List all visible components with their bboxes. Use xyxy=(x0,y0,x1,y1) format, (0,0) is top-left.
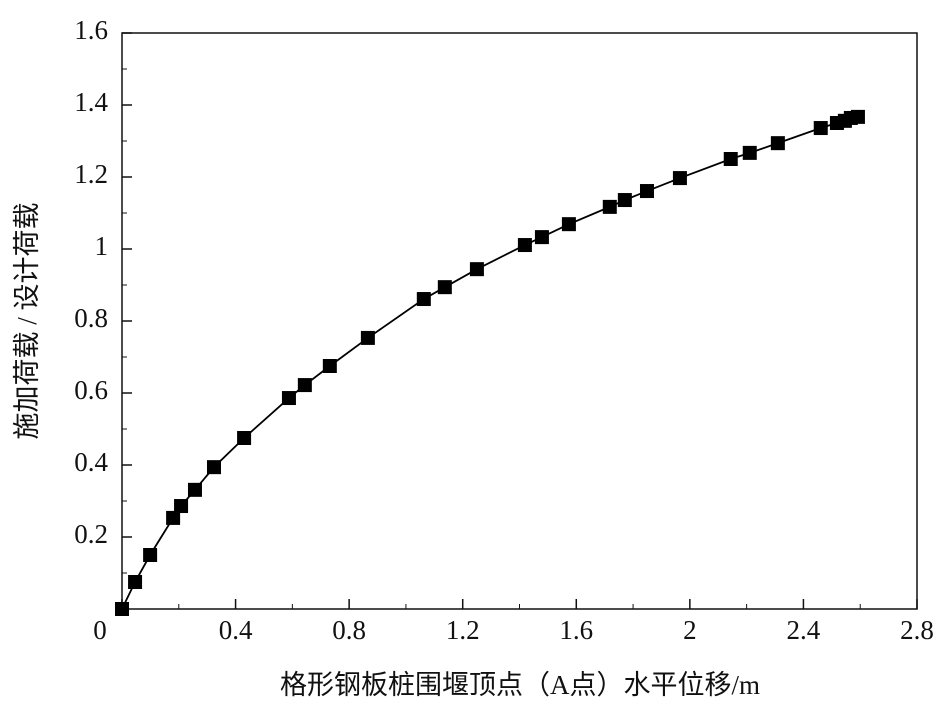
data-point xyxy=(534,230,549,245)
data-point xyxy=(770,136,785,151)
data-point xyxy=(617,193,632,208)
x-tick-label: 0.4 xyxy=(219,615,253,645)
data-point xyxy=(143,548,158,562)
data-line xyxy=(121,115,859,610)
data-point xyxy=(437,280,452,295)
data-point xyxy=(742,145,757,160)
data-point xyxy=(281,391,296,406)
data-point xyxy=(206,460,221,475)
data-point xyxy=(322,359,337,373)
data-point xyxy=(128,575,143,589)
x-tick-label: 1.2 xyxy=(446,615,480,645)
x-tick-label: 2.8 xyxy=(900,615,934,645)
data-point xyxy=(517,238,532,253)
data-point xyxy=(297,378,312,393)
y-tick-label: 0.8 xyxy=(74,303,108,333)
data-point xyxy=(850,109,865,124)
y-tick-label: 1.2 xyxy=(74,159,108,189)
data-point xyxy=(561,217,576,232)
x-axis-label: 格形钢板桩围堰顶点（A点）水平位移/m xyxy=(280,670,760,700)
y-tick-label: 1 xyxy=(95,231,109,261)
data-point xyxy=(639,184,654,199)
x-tick-label: 0.8 xyxy=(332,615,366,645)
data-point xyxy=(237,431,252,445)
data-point xyxy=(723,152,738,166)
data-point xyxy=(602,199,617,214)
y-axis-label: 施加荷载 / 设计荷载 xyxy=(12,202,42,439)
data-point xyxy=(469,262,484,277)
data-point xyxy=(360,330,375,345)
y-tick-label: 0.2 xyxy=(74,519,108,549)
data-point xyxy=(115,602,129,616)
x-tick-label: 2 xyxy=(683,615,697,645)
x-tick-label: 2.4 xyxy=(787,615,821,645)
y-tick-label: 0.4 xyxy=(74,447,108,477)
data-point xyxy=(174,499,189,514)
y-tick-label: 1.6 xyxy=(74,15,108,45)
x-tick-label: 0 xyxy=(93,615,107,645)
y-tick-label: 1.4 xyxy=(74,87,108,117)
data-point xyxy=(187,482,202,497)
data-point xyxy=(166,510,181,525)
y-tick-label: 0.6 xyxy=(74,375,108,405)
data-point xyxy=(672,171,687,186)
data-point xyxy=(813,121,828,136)
x-tick-label: 1.6 xyxy=(559,615,593,645)
data-point xyxy=(416,292,431,307)
plot-frame xyxy=(121,32,918,610)
